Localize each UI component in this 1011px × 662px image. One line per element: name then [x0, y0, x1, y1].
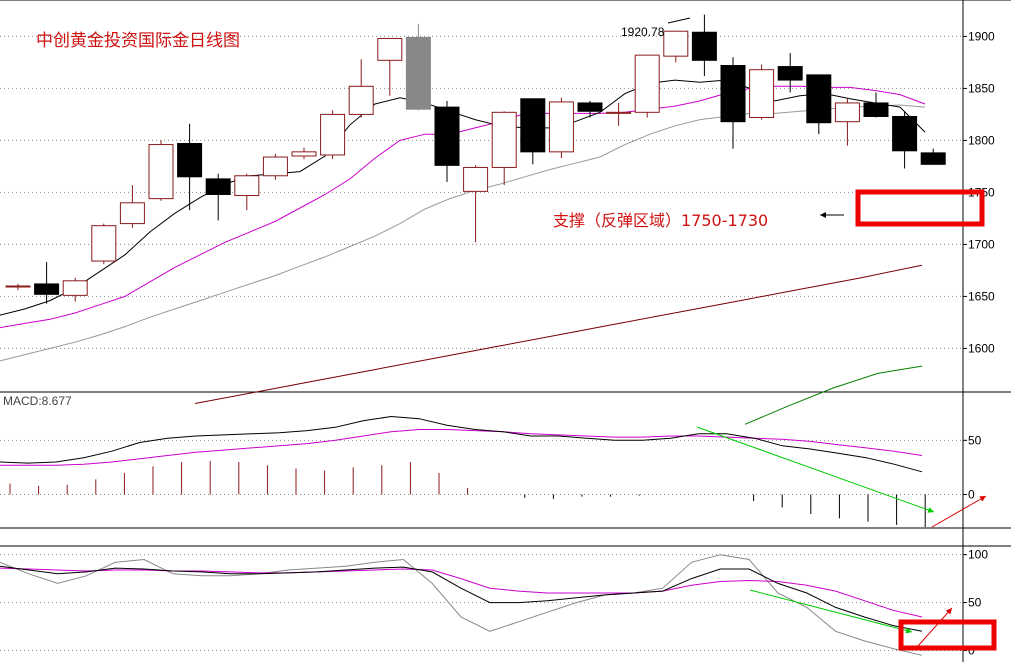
- candle-body: [749, 69, 775, 119]
- candle-body: [5, 285, 31, 288]
- support-zone-box: [855, 189, 985, 227]
- kdj-tick-label: 100: [968, 548, 988, 562]
- candle-body: [606, 111, 632, 114]
- support-zone-label: 支撑（反弹区域）1750-1730: [553, 211, 768, 230]
- candle-body: [291, 151, 317, 157]
- candle-body: [91, 225, 117, 262]
- price-tick-label: 1650: [968, 289, 995, 303]
- price-tick-label: 1800: [968, 133, 995, 147]
- candle-body: [62, 280, 88, 296]
- macd-divergence-arrow: [696, 426, 935, 513]
- macd-dea-line: [0, 429, 923, 466]
- price-tick-label: 1850: [968, 81, 995, 95]
- kdj-d-line: [0, 567, 923, 618]
- candle-body: [234, 175, 260, 197]
- candle-body: [777, 66, 803, 81]
- macd-dif-line: [0, 415, 923, 473]
- candle-body: [548, 101, 574, 153]
- moving-average-lines: [0, 79, 926, 425]
- candle-body: [348, 85, 374, 115]
- candle-body: [892, 115, 918, 152]
- peak-price-label: 1920.78: [621, 25, 665, 39]
- macd-histogram: [9, 460, 926, 527]
- candle-body: [34, 283, 60, 295]
- candle-body: [463, 166, 489, 192]
- candle-body: [834, 102, 860, 123]
- chart-title: 中创黄金投资国际金日线图: [36, 31, 240, 51]
- macd-axis-ticks: 0 50: [963, 433, 982, 502]
- kdj-divergence-arrow: [749, 589, 913, 634]
- peak-leader-line: [667, 17, 691, 24]
- candle-body: [577, 102, 603, 112]
- price-tick-label: 1600: [968, 341, 995, 355]
- candle-body: [691, 31, 717, 61]
- price-tick-label: 1700: [968, 237, 995, 251]
- candle-body: [320, 113, 346, 156]
- kdj-grid: [0, 554, 963, 651]
- kdj-j-line: [0, 554, 923, 656]
- macd-grid: [0, 439, 963, 495]
- ma20-line: [0, 104, 926, 362]
- ma5-line: [0, 79, 926, 316]
- candlestick-series: [5, 14, 946, 304]
- macd-tick-label: 0: [968, 488, 975, 502]
- candle-body: [377, 37, 403, 61]
- candle-body: [663, 30, 689, 57]
- ma60-line: [194, 264, 923, 404]
- candle-body: [520, 98, 546, 153]
- candle-body: [634, 54, 660, 113]
- kdj-oversold-box: [898, 619, 997, 651]
- candle-body: [205, 178, 231, 195]
- candle-body: [405, 36, 431, 110]
- candle-body: [806, 74, 832, 124]
- kdj-rebound-arrow: [917, 607, 953, 647]
- candle-body: [434, 106, 460, 166]
- candle-body: [177, 143, 203, 178]
- macd-rebound-arrow: [931, 495, 987, 528]
- candle-body: [491, 111, 517, 168]
- candle-body: [119, 202, 145, 225]
- macd-label: MACD:8.677: [3, 394, 72, 408]
- ma120-line: [744, 365, 923, 425]
- kdj-lines: [0, 554, 923, 656]
- macd-tick-label: 50: [968, 433, 982, 447]
- kdj-tick-label: 50: [968, 596, 982, 610]
- candle-body: [863, 102, 889, 117]
- candle-body: [148, 144, 174, 200]
- price-tick-label: 1900: [968, 29, 995, 43]
- kdj-k-line: [0, 565, 923, 632]
- candle-body: [920, 152, 946, 165]
- candle-body: [262, 156, 288, 177]
- macd-lines: [0, 415, 923, 473]
- candle-body: [720, 65, 746, 123]
